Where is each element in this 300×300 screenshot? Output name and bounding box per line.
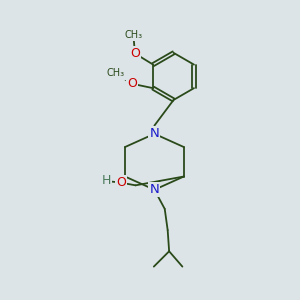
Text: H: H xyxy=(101,174,111,188)
Text: O: O xyxy=(130,47,140,60)
Text: N: N xyxy=(149,127,159,140)
Text: CH₃: CH₃ xyxy=(124,30,142,40)
Text: N: N xyxy=(149,183,159,196)
Text: CH₃: CH₃ xyxy=(107,68,125,78)
Text: O: O xyxy=(116,176,126,189)
Text: O: O xyxy=(127,77,137,90)
